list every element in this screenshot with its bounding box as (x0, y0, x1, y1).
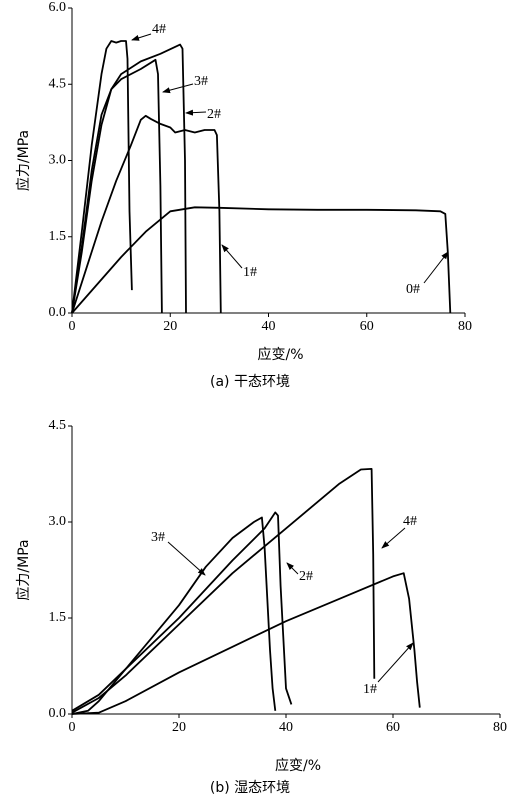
series-label: 1# (363, 682, 377, 697)
caption: (a) 干态环境 (210, 374, 290, 390)
y-tick-label: 6.0 (49, 0, 67, 15)
x-tick-label: 80 (458, 319, 472, 334)
y-tick-label: 4.5 (49, 418, 67, 433)
y-tick-label: 1.5 (49, 610, 67, 625)
y-tick-label: 0.0 (49, 305, 67, 320)
line-series (71, 572, 421, 715)
series-label: 3# (194, 74, 208, 89)
y-axis-label: 应力/MPa (15, 130, 32, 191)
line-series (71, 206, 452, 314)
series-label: 2# (299, 569, 313, 584)
x-axis-label: 应变/% (257, 346, 303, 363)
y-axis-label: 应力/MPa (15, 539, 32, 600)
line-series (71, 468, 376, 714)
label-arrow (221, 244, 243, 269)
line-series (71, 58, 163, 314)
x-tick-label: 0 (69, 720, 76, 735)
caption: (b) 湿态环境 (210, 780, 290, 796)
x-tick-label: 60 (386, 720, 400, 735)
x-tick-label: 60 (360, 319, 374, 334)
x-tick-label: 20 (163, 319, 177, 334)
label-arrow (131, 33, 152, 41)
y-tick-label: 1.5 (49, 229, 67, 244)
x-tick-label: 0 (69, 319, 76, 334)
y-tick-label: 3.0 (49, 153, 67, 168)
line-series (71, 40, 133, 314)
series-label: 4# (152, 22, 166, 37)
series-label: 0# (406, 282, 420, 297)
x-tick-label: 20 (172, 720, 186, 735)
x-tick-label: 80 (493, 720, 507, 735)
label-arrow (423, 251, 449, 284)
series-label: 1# (243, 265, 257, 280)
y-tick-label: 0.0 (49, 706, 67, 721)
series-label: 2# (207, 107, 221, 122)
y-tick-label: 3.0 (49, 514, 67, 529)
label-arrow (381, 527, 406, 549)
line-series (71, 516, 277, 715)
series-label: 4# (403, 514, 417, 529)
series-label: 3# (151, 530, 165, 545)
line-series (71, 511, 293, 712)
line-series (71, 43, 187, 314)
line-series (71, 114, 222, 314)
x-axis-label: 应变/% (275, 757, 321, 774)
label-arrow (162, 83, 194, 94)
label-arrow (185, 109, 207, 116)
label-arrow (286, 562, 299, 575)
y-tick-label: 4.5 (49, 76, 67, 91)
label-arrow (167, 541, 206, 576)
x-tick-label: 40 (262, 319, 276, 334)
x-tick-label: 40 (279, 720, 293, 735)
label-arrow (377, 642, 414, 683)
